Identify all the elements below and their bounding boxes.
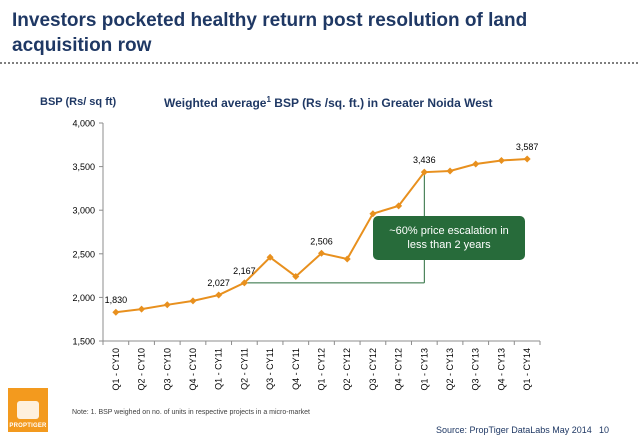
x-tick-label: Q2 - CY11	[239, 348, 249, 390]
data-point	[523, 155, 531, 163]
source-text: Source: PropTiger DataLabs May 2014	[436, 425, 592, 435]
x-tick-label: Q4 - CY10	[188, 348, 198, 391]
y-tick-label: 1,500	[72, 337, 95, 347]
data-point	[420, 168, 428, 176]
data-point	[112, 308, 120, 316]
x-tick-label: Q1 - CY13	[419, 348, 429, 391]
escalation-callout: ~60% price escalation in less than 2 yea…	[373, 216, 525, 260]
data-point	[395, 202, 403, 210]
x-tick-label: Q1 - CY11	[214, 348, 224, 390]
data-point	[163, 301, 171, 309]
y-axis-label: BSP (Rs/ sq ft)	[40, 96, 117, 108]
data-point	[189, 297, 197, 305]
x-tick-label: Q4 - CY12	[394, 348, 404, 391]
x-tick-label: Q3 - CY10	[162, 348, 172, 391]
data-point	[292, 272, 300, 280]
data-label: 2,506	[310, 236, 333, 246]
data-point	[266, 253, 274, 261]
data-point	[497, 156, 505, 164]
y-tick-label: 2,500	[72, 249, 95, 259]
data-label: 3,436	[413, 155, 436, 165]
tiger-icon	[17, 401, 39, 419]
x-tick-label: Q4 - CY13	[496, 348, 506, 391]
data-label: 1,830	[105, 295, 128, 305]
data-point	[318, 249, 325, 257]
page-number: 10	[599, 425, 610, 435]
data-point	[240, 279, 248, 287]
data-point	[446, 167, 454, 175]
page-title: Investors pocketed healthy return post r…	[12, 10, 528, 56]
x-tick-label: Q3 - CY13	[471, 348, 481, 391]
x-tick-label: Q1 - CY10	[111, 348, 121, 391]
data-point	[343, 255, 351, 263]
chart-title-main: Weighted average	[164, 96, 267, 110]
logo-text: PROPTIGER	[9, 423, 47, 429]
proptiger-logo: PROPTIGER	[8, 388, 48, 432]
x-tick-label: Q2 - CY12	[342, 348, 352, 391]
x-tick-label: Q2 - CY10	[137, 348, 147, 391]
data-label: 2,027	[207, 278, 230, 288]
data-label: 3,587	[516, 142, 539, 152]
chart-title-footnote-marker: 1	[266, 95, 271, 104]
chart-title-suffix: BSP (Rs /sq. ft.) in Greater Noida West	[270, 96, 493, 110]
x-tick-label: Q1 - CY14	[522, 348, 532, 391]
data-label: 2,167	[233, 266, 256, 276]
x-tick-label: Q2 - CY13	[445, 348, 455, 391]
data-point	[369, 210, 377, 218]
y-tick-label: 3,500	[72, 162, 95, 172]
x-tick-label: Q1 - CY12	[317, 348, 327, 391]
x-tick-label: Q3 - CY12	[368, 348, 378, 391]
chart-title: Weighted average1 BSP (Rs /sq. ft.) in G…	[164, 95, 493, 110]
y-tick-label: 2,000	[72, 293, 95, 303]
y-tick-label: 4,000	[72, 119, 95, 129]
y-tick-label: 3,000	[72, 206, 95, 216]
callout-line-2: less than 2 years	[407, 239, 491, 251]
data-point	[472, 160, 480, 168]
title-divider	[0, 62, 638, 64]
x-tick-label: Q4 - CY11	[291, 348, 301, 390]
callout-line-1: ~60% price escalation in	[389, 225, 509, 237]
x-tick-label: Q3 - CY11	[265, 348, 275, 390]
data-point	[138, 305, 146, 313]
footnote: Note: 1. BSP weighed on no. of units in …	[72, 409, 310, 416]
data-point	[215, 291, 223, 299]
